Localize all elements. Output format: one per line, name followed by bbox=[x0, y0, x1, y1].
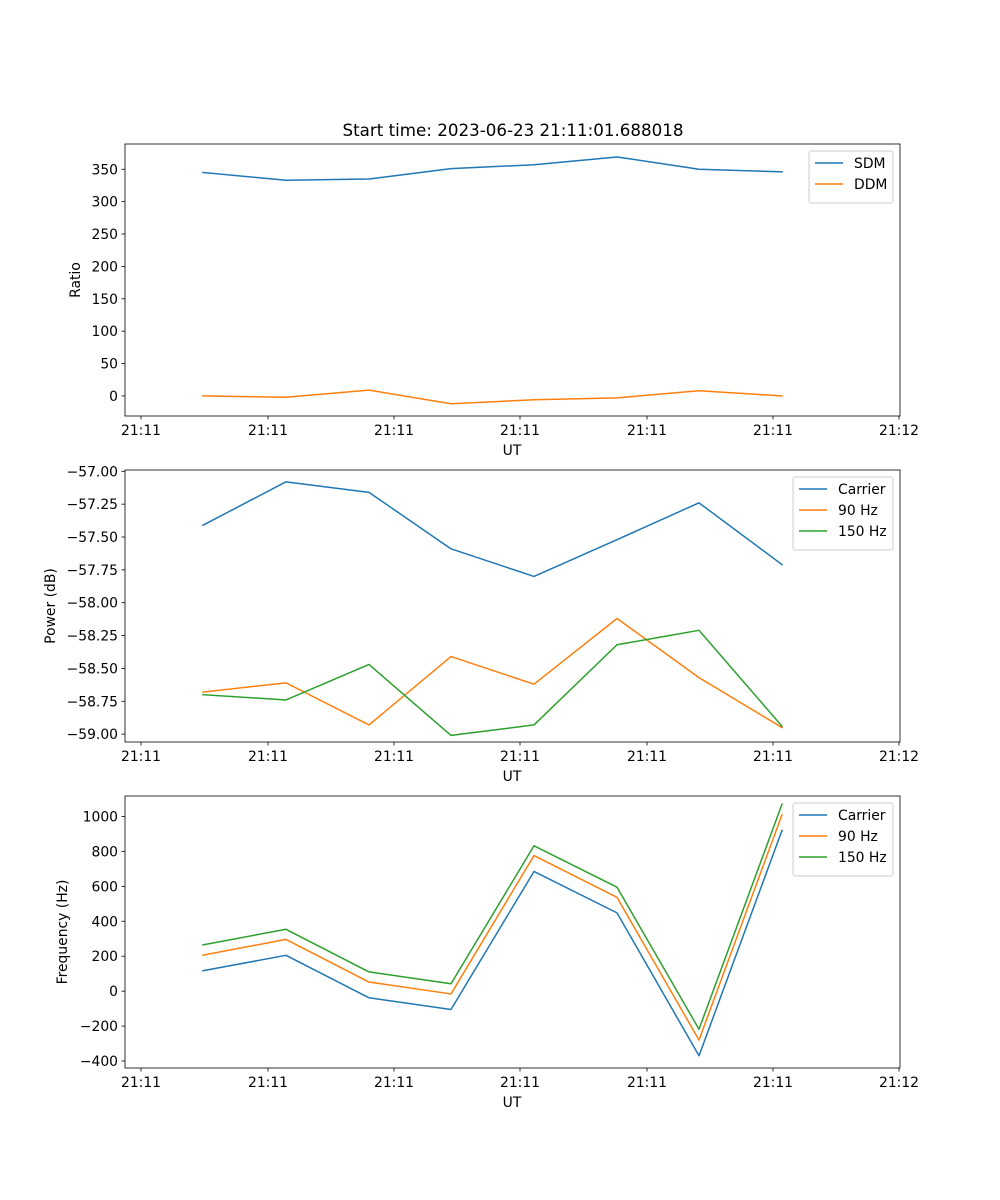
subplot-2: 21:11 21:11 21:11 21:11 21:11 21:11 21:12 −59.0… bbox=[43, 464, 919, 785]
y-tick-label: 600 bbox=[91, 879, 118, 895]
legend: Carrier 90 Hz 150 Hz bbox=[792, 802, 894, 877]
y-tick-label: 1000 bbox=[83, 809, 118, 825]
series-line-90-hz bbox=[202, 813, 783, 1041]
x-tick-label: 21:11 bbox=[753, 423, 793, 439]
plot-area bbox=[125, 470, 900, 742]
legend-label: Carrier bbox=[838, 808, 886, 824]
x-tick-label: 21:11 bbox=[121, 1075, 161, 1091]
x-tick-label: 21:11 bbox=[753, 749, 793, 765]
y-tick-label: −58.25 bbox=[67, 629, 118, 645]
legend-label: 90 Hz bbox=[838, 829, 878, 845]
legend-label: 150 Hz bbox=[838, 850, 887, 866]
axes-frame bbox=[124, 795, 901, 1069]
x-tick-label: 21:11 bbox=[121, 423, 161, 439]
x-tick-label: 21:12 bbox=[879, 749, 919, 765]
series-line-sdm bbox=[202, 156, 783, 182]
y-tick-label: 200 bbox=[91, 259, 118, 275]
figure-title: Start time: 2023-06-23 21:11:01.688018 bbox=[343, 120, 684, 140]
legend-label: SDM bbox=[854, 156, 886, 172]
y-tick-label: −58.75 bbox=[67, 694, 118, 710]
x-axis-label: UT bbox=[503, 1095, 522, 1111]
y-tick-label: 150 bbox=[91, 292, 118, 308]
series-line-carrier bbox=[201, 481, 784, 578]
axes-frame bbox=[124, 143, 901, 417]
legend: Carrier 90 Hz 150 Hz bbox=[792, 476, 894, 551]
y-tick-label: 50 bbox=[100, 357, 118, 373]
x-tick-label: 21:11 bbox=[627, 423, 667, 439]
legend-label: 150 Hz bbox=[838, 524, 887, 540]
series-line-90-hz bbox=[202, 617, 784, 729]
legend-label: Carrier bbox=[838, 482, 886, 498]
x-tick-label: 21:11 bbox=[248, 749, 288, 765]
x-tick-label: 21:11 bbox=[374, 1075, 414, 1091]
subplot-3: 21:11 21:11 21:11 21:11 21:11 21:11 21:12 −400 −… bbox=[55, 795, 919, 1111]
x-tick-label: 21:11 bbox=[627, 1075, 667, 1091]
y-tick-label: −58.00 bbox=[67, 596, 118, 612]
y-tick-label: −400 bbox=[80, 1054, 118, 1070]
y-axis-label: Power (dB) bbox=[43, 568, 59, 644]
x-tick-label: 21:11 bbox=[500, 423, 540, 439]
x-tick-label: 21:11 bbox=[500, 1075, 540, 1091]
x-axis-label: UT bbox=[503, 769, 522, 785]
y-tick-label: 0 bbox=[109, 389, 118, 405]
y-tick-label: −57.25 bbox=[67, 497, 118, 513]
x-tick-label: 21:12 bbox=[879, 1075, 919, 1091]
y-tick-label: 800 bbox=[91, 844, 118, 860]
y-tick-label: −57.00 bbox=[67, 464, 118, 480]
x-tick-label: 21:11 bbox=[753, 1075, 793, 1091]
plot-area bbox=[125, 144, 900, 416]
y-axis-label: Frequency (Hz) bbox=[55, 880, 71, 985]
subplots: 21:11 21:11 21:11 21:11 21:11 21:11 21:12 0 50 10… bbox=[43, 143, 919, 1111]
plot-area bbox=[125, 796, 900, 1068]
y-tick-label: 100 bbox=[91, 324, 118, 340]
x-tick-label: 21:11 bbox=[374, 749, 414, 765]
series-line-ddm bbox=[202, 389, 783, 405]
legend-box bbox=[808, 150, 894, 204]
series-line-150-hz bbox=[202, 803, 783, 1030]
series-line-150-hz bbox=[202, 629, 784, 737]
y-tick-label: −200 bbox=[80, 1019, 118, 1035]
y-tick-label: 400 bbox=[91, 914, 118, 930]
legend: SDM DDM bbox=[808, 150, 894, 204]
y-tick-label: −57.75 bbox=[67, 563, 118, 579]
y-axis-label: Ratio bbox=[68, 262, 84, 298]
y-tick-label: −57.50 bbox=[67, 530, 118, 546]
y-tick-label: 350 bbox=[91, 162, 118, 178]
axes-frame bbox=[124, 469, 901, 743]
y-tick-label: −59.00 bbox=[67, 727, 118, 743]
x-tick-label: 21:12 bbox=[879, 423, 919, 439]
y-tick-label: 300 bbox=[91, 195, 118, 211]
y-tick-label: 0 bbox=[109, 984, 118, 1000]
x-tick-label: 21:11 bbox=[500, 749, 540, 765]
x-tick-label: 21:11 bbox=[374, 423, 414, 439]
series-line-carrier bbox=[202, 829, 783, 1057]
x-tick-label: 21:11 bbox=[627, 749, 667, 765]
legend-label: DDM bbox=[854, 177, 887, 193]
subplot-1: 21:11 21:11 21:11 21:11 21:11 21:11 21:12 0 50 10… bbox=[68, 143, 919, 459]
x-axis-label: UT bbox=[503, 443, 522, 459]
x-tick-label: 21:11 bbox=[121, 749, 161, 765]
y-tick-label: −58.50 bbox=[67, 661, 118, 677]
x-tick-label: 21:11 bbox=[248, 1075, 288, 1091]
x-tick-label: 21:11 bbox=[248, 423, 288, 439]
y-tick-label: 250 bbox=[91, 227, 118, 243]
legend-label: 90 Hz bbox=[838, 503, 878, 519]
y-tick-label: 200 bbox=[91, 949, 118, 965]
